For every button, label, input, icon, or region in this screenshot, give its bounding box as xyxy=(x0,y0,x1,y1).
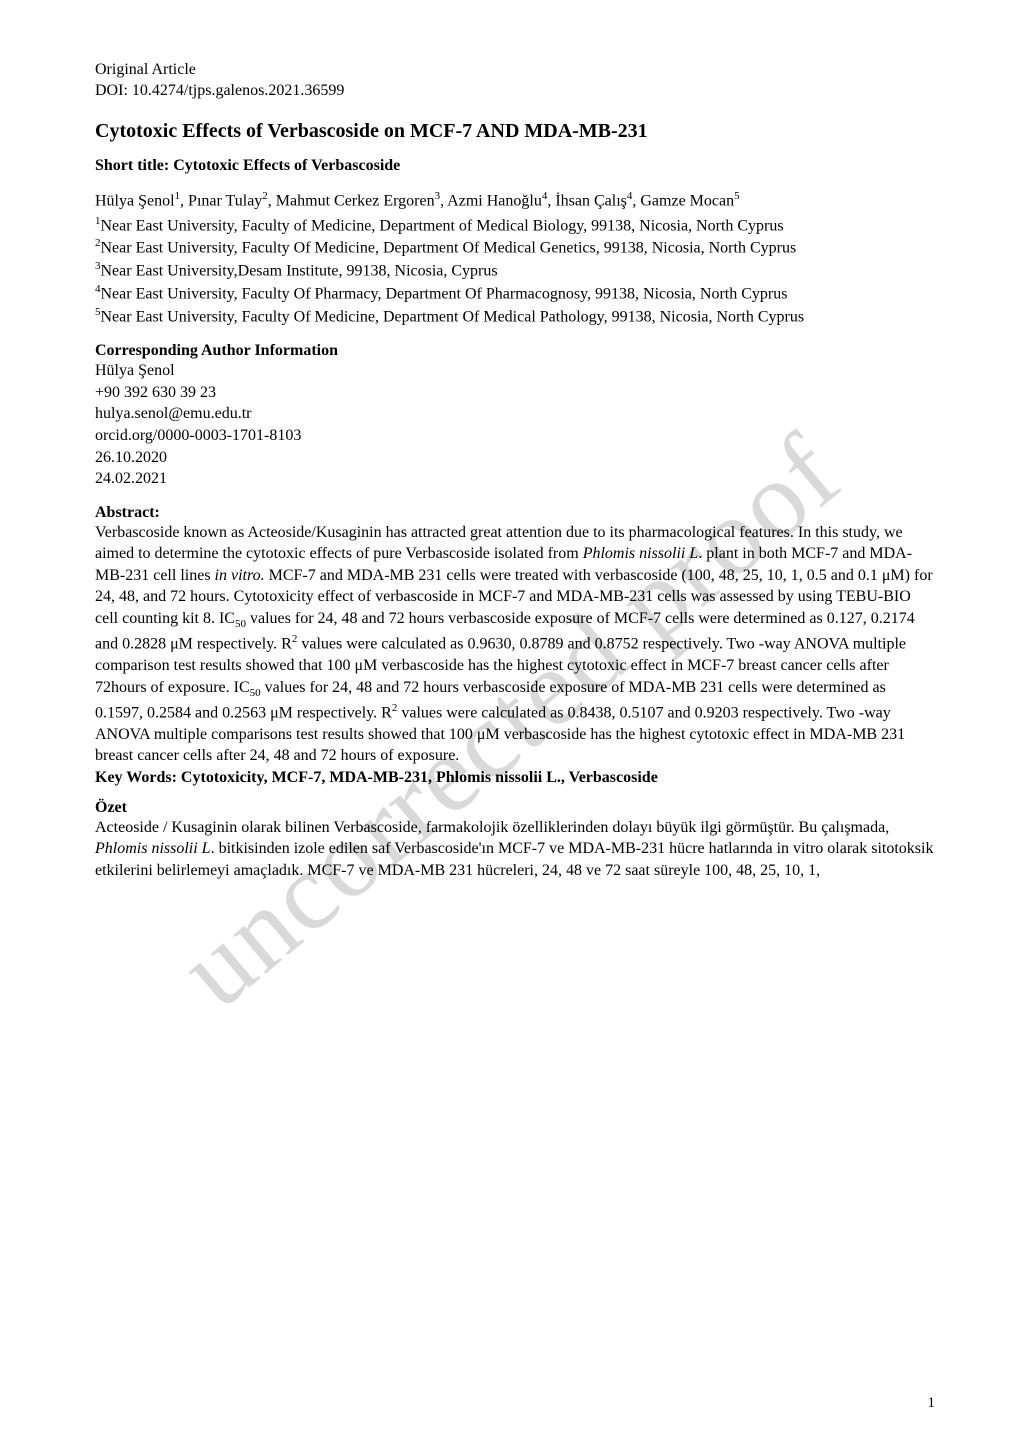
affiliation-4: 4Near East University, Faculty Of Pharma… xyxy=(95,282,935,305)
article-title: Cytotoxic Effects of Verbascoside on MCF… xyxy=(95,120,935,143)
page-number: 1 xyxy=(928,1395,936,1412)
date-received: 26.10.2020 xyxy=(95,447,935,469)
affiliation-2: 2Near East University, Faculty Of Medici… xyxy=(95,236,935,259)
corresponding-header: Corresponding Author Information xyxy=(95,342,935,360)
doi-line: DOI: 10.4274/tjps.galenos.2021.36599 xyxy=(95,81,935,102)
authors-list: Hülya Şenol1, Pınar Tulay2, Mahmut Cerke… xyxy=(95,189,935,212)
abstract-body: Verbascoside known as Acteoside/Kusagini… xyxy=(95,522,935,767)
affiliation-1: 1Near East University, Faculty of Medici… xyxy=(95,214,935,237)
article-type: Original Article xyxy=(95,60,935,81)
corresponding-email: hulya.senol@emu.edu.tr xyxy=(95,403,935,425)
ozet-header: Özet xyxy=(95,799,935,817)
abstract-header: Abstract: xyxy=(95,504,935,522)
corresponding-orcid: orcid.org/0000-0003-1701-8103 xyxy=(95,425,935,447)
corresponding-name: Hülya Şenol xyxy=(95,360,935,382)
corresponding-phone: +90 392 630 39 23 xyxy=(95,382,935,404)
ozet-body: Acteoside / Kusaginin olarak bilinen Ver… xyxy=(95,817,935,882)
content-area: Original Article DOI: 10.4274/tjps.galen… xyxy=(95,60,935,882)
short-title: Short title: Cytotoxic Effects of Verbas… xyxy=(95,157,935,175)
affiliation-5: 5Near East University, Faculty Of Medici… xyxy=(95,305,935,328)
page: uncorrected proof Original Article DOI: … xyxy=(0,0,1020,1442)
affiliation-3: 3Near East University,Desam Institute, 9… xyxy=(95,259,935,282)
keywords-line: Key Words: Cytotoxicity, MCF-7, MDA-MB-2… xyxy=(95,769,935,787)
date-accepted: 24.02.2021 xyxy=(95,468,935,490)
